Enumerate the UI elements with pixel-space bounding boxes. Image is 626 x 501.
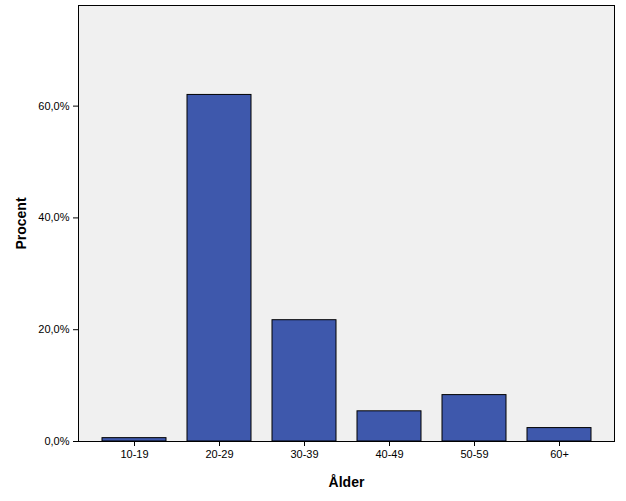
svg-text:40-49: 40-49	[375, 448, 403, 460]
svg-text:50-59: 50-59	[460, 448, 488, 460]
svg-text:10-19: 10-19	[120, 448, 148, 460]
svg-text:60+: 60+	[550, 448, 569, 460]
svg-text:20,0%: 20,0%	[38, 323, 69, 335]
svg-text:Procent: Procent	[13, 197, 29, 249]
svg-text:20-29: 20-29	[205, 448, 233, 460]
svg-text:60,0%: 60,0%	[38, 100, 69, 112]
svg-text:Ålder: Ålder	[329, 474, 365, 490]
svg-text:0,0%: 0,0%	[44, 435, 69, 447]
svg-text:40,0%: 40,0%	[38, 211, 69, 223]
svg-text:30-39: 30-39	[290, 448, 318, 460]
